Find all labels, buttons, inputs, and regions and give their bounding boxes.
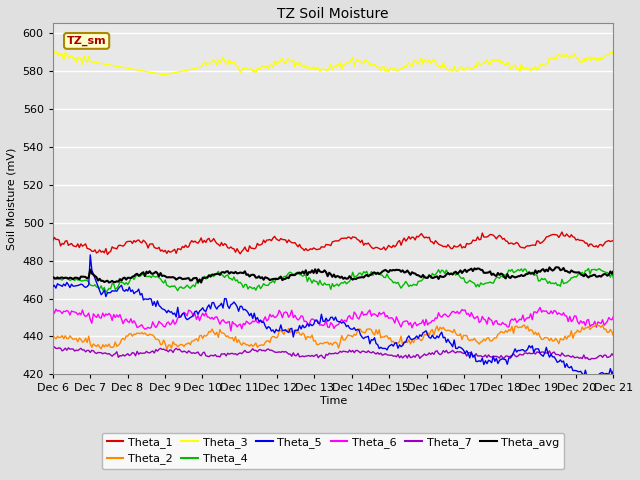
Title: TZ Soil Moisture: TZ Soil Moisture [277, 7, 389, 21]
Line: Theta_7: Theta_7 [52, 347, 614, 360]
Theta_5 [119, 287, 127, 293]
Theta_avg [119, 276, 127, 281]
Theta_avg [246, 274, 253, 279]
Theta_3 [246, 66, 253, 72]
Theta_2 [610, 333, 618, 339]
Theta_2 [580, 327, 588, 333]
Theta_4 [580, 272, 588, 278]
Theta_4 [218, 271, 225, 277]
Theta_5 [236, 303, 244, 309]
Theta_6 [227, 328, 235, 334]
Theta_avg [218, 270, 225, 276]
Theta_1 [610, 238, 618, 243]
Theta_1 [582, 240, 589, 246]
Line: Theta_5: Theta_5 [52, 255, 614, 382]
Theta_1 [218, 240, 225, 245]
Theta_5 [49, 284, 56, 289]
Theta_4 [49, 275, 56, 281]
Y-axis label: Soil Moisture (mV): Soil Moisture (mV) [7, 148, 17, 250]
Theta_4 [610, 276, 618, 281]
Theta_5 [588, 379, 595, 384]
Line: Theta_4: Theta_4 [52, 268, 614, 292]
Theta_6 [610, 313, 618, 319]
Theta_4 [585, 265, 593, 271]
Theta_6 [536, 305, 544, 311]
Theta_2 [218, 330, 225, 336]
Theta_4 [246, 284, 253, 289]
Theta_3 [236, 70, 244, 75]
Theta_5 [86, 252, 94, 258]
Line: Theta_3: Theta_3 [52, 47, 614, 75]
Theta_2 [296, 331, 303, 336]
Theta_1 [49, 238, 56, 243]
Text: TZ_sm: TZ_sm [67, 36, 106, 46]
Theta_3 [118, 64, 125, 70]
Line: Theta_6: Theta_6 [52, 308, 614, 331]
Theta_4 [102, 289, 109, 295]
Theta_7 [296, 354, 303, 360]
Theta_6 [49, 307, 56, 312]
Theta_4 [296, 272, 303, 277]
Line: Theta_avg: Theta_avg [52, 267, 614, 283]
Theta_7 [246, 349, 253, 355]
Theta_6 [118, 316, 125, 322]
Theta_avg [582, 271, 589, 277]
Theta_5 [218, 300, 225, 306]
Theta_7 [580, 352, 588, 358]
Theta_7 [119, 352, 127, 358]
Theta_2 [593, 322, 600, 327]
Theta_6 [216, 321, 224, 327]
Theta_3 [610, 52, 618, 58]
Theta_2 [163, 347, 171, 352]
Theta_3 [580, 56, 588, 61]
Theta_1 [104, 252, 111, 257]
Theta_3 [160, 72, 168, 78]
Theta_2 [246, 343, 253, 349]
Theta_2 [49, 334, 56, 339]
Theta_7 [586, 357, 594, 362]
Theta_7 [218, 351, 225, 357]
Theta_1 [119, 243, 127, 249]
Theta_3 [49, 44, 56, 50]
Theta_5 [246, 313, 253, 319]
Theta_5 [296, 323, 303, 328]
Theta_avg [236, 270, 244, 276]
Theta_6 [582, 323, 589, 329]
Line: Theta_1: Theta_1 [52, 232, 614, 254]
X-axis label: Time: Time [319, 396, 347, 406]
Theta_1 [558, 229, 566, 235]
Theta_avg [610, 268, 618, 274]
Theta_1 [296, 241, 303, 247]
Theta_2 [236, 340, 244, 346]
Theta_avg [296, 270, 303, 276]
Theta_2 [118, 336, 125, 342]
Theta_avg [105, 280, 113, 286]
Theta_1 [236, 251, 244, 257]
Theta_avg [554, 264, 561, 270]
Theta_4 [236, 279, 244, 285]
Line: Theta_2: Theta_2 [52, 324, 614, 349]
Theta_6 [296, 316, 303, 322]
Theta_6 [236, 321, 244, 327]
Theta_1 [246, 243, 253, 249]
Theta_7 [49, 346, 56, 351]
Legend: Theta_1, Theta_2, Theta_3, Theta_4, Theta_5, Theta_6, Theta_7, Theta_avg: Theta_1, Theta_2, Theta_3, Theta_4, Thet… [102, 432, 564, 469]
Theta_3 [296, 60, 303, 65]
Theta_7 [610, 353, 618, 359]
Theta_7 [236, 350, 244, 356]
Theta_6 [246, 321, 253, 327]
Theta_4 [119, 280, 127, 286]
Theta_avg [49, 274, 56, 280]
Theta_5 [580, 373, 588, 379]
Theta_5 [610, 368, 618, 373]
Theta_3 [218, 58, 225, 63]
Theta_7 [51, 344, 58, 350]
